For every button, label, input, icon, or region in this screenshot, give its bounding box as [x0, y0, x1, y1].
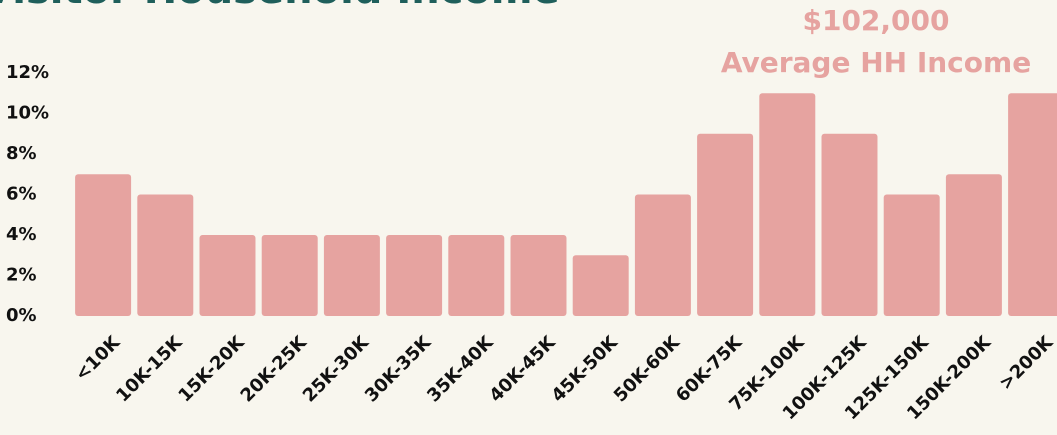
bar — [697, 133, 754, 316]
bar — [1008, 93, 1057, 316]
y-tick-label: 12% — [6, 62, 49, 83]
bar — [634, 194, 691, 316]
annotation-label: Average HH Income — [721, 46, 1031, 79]
y-tick-label: 8% — [6, 143, 37, 164]
y-tick-label: 2% — [6, 265, 37, 286]
bar — [199, 235, 256, 316]
bar — [261, 235, 318, 316]
chart-title: Visitor Household Income — [0, 0, 560, 13]
y-tick-label: 10% — [6, 103, 49, 124]
bar — [323, 235, 380, 316]
bar — [75, 174, 132, 316]
bar — [759, 93, 816, 316]
bar — [137, 194, 194, 316]
bar — [386, 235, 443, 316]
bar — [883, 194, 940, 316]
y-tick-label: 0% — [6, 305, 37, 326]
bar — [510, 235, 567, 316]
y-tick-label: 6% — [6, 184, 37, 205]
bar — [945, 174, 1002, 316]
y-tick-label: 4% — [6, 224, 37, 245]
bar — [572, 255, 629, 316]
bar — [448, 235, 505, 316]
bar — [821, 133, 878, 316]
annotation-value: $102,000 — [802, 4, 949, 37]
